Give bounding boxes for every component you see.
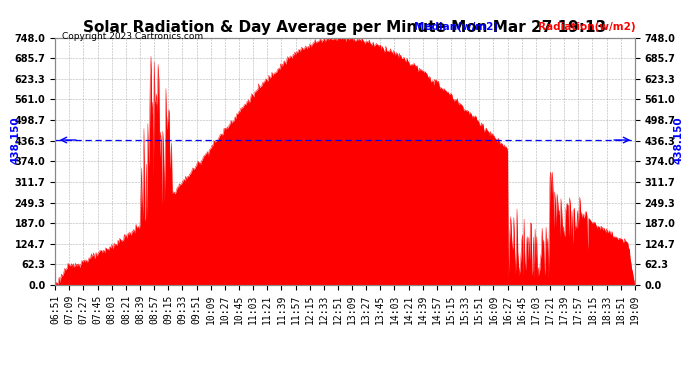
Text: Copyright 2023 Cartronics.com: Copyright 2023 Cartronics.com <box>62 32 204 41</box>
Text: 438.150: 438.150 <box>673 116 683 164</box>
Text: 438.150: 438.150 <box>11 116 21 164</box>
Title: Solar Radiation & Day Average per Minute Mon Mar 27 19:13: Solar Radiation & Day Average per Minute… <box>83 20 607 35</box>
Text: Radiation(w/m2): Radiation(w/m2) <box>538 22 635 32</box>
Text: Median(w/m2): Median(w/m2) <box>414 22 498 32</box>
